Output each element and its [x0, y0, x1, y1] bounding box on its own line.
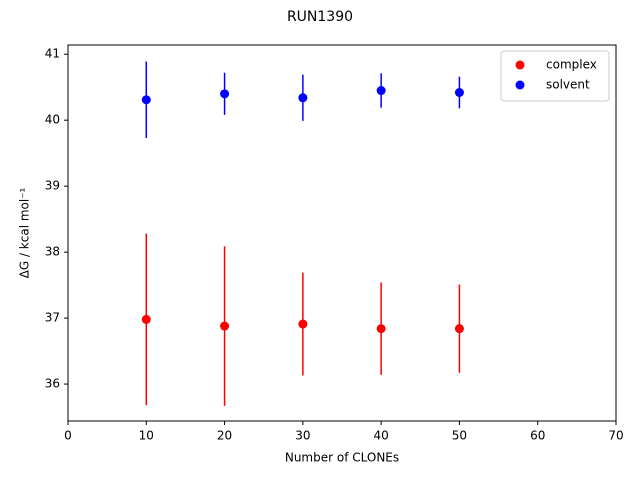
chart-title: RUN1390 — [287, 9, 353, 25]
legend-marker — [515, 80, 525, 90]
point — [376, 86, 386, 96]
x-axis-label: Number of CLONEs — [285, 451, 399, 465]
point — [454, 87, 464, 97]
point — [141, 95, 151, 105]
y-tick-label: 40 — [45, 113, 60, 127]
y-tick-label: 37 — [45, 311, 60, 325]
x-tick-label: 60 — [530, 429, 545, 443]
x-tick-label: 10 — [139, 429, 154, 443]
point — [220, 321, 230, 331]
point — [298, 319, 308, 329]
y-tick-label: 38 — [45, 245, 60, 259]
y-axis-label: ΔG / kcal mol⁻¹ — [18, 187, 32, 278]
point — [220, 89, 230, 99]
x-tick-label: 20 — [217, 429, 232, 443]
point — [376, 324, 386, 334]
axes-frame — [67, 44, 617, 422]
x-tick-label: 30 — [295, 429, 310, 443]
point — [454, 324, 464, 334]
legend-label: solvent — [546, 78, 590, 92]
point — [298, 93, 308, 103]
legend-marker — [515, 60, 525, 70]
point — [141, 314, 151, 324]
x-tick-label: 40 — [374, 429, 389, 443]
x-tick-label: 70 — [608, 429, 623, 443]
y-tick-label: 39 — [45, 179, 60, 193]
x-tick-label: 50 — [452, 429, 467, 443]
y-tick-label: 36 — [45, 377, 60, 391]
x-tick-label: 0 — [64, 429, 72, 443]
y-tick-label: 41 — [45, 47, 60, 61]
legend-label: complex — [546, 58, 597, 72]
legend-box — [500, 50, 610, 102]
